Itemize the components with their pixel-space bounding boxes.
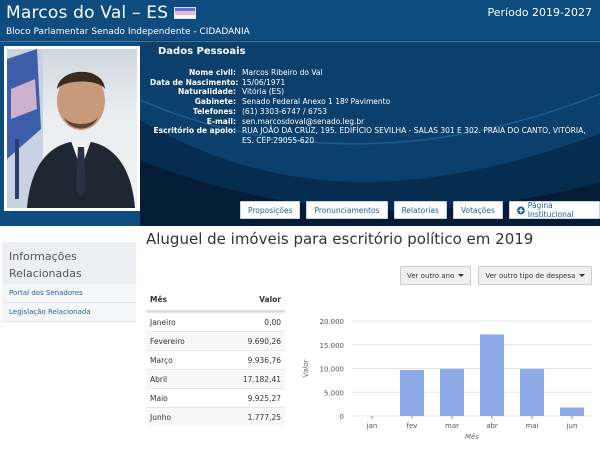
info-label: Naturalidade: — [177, 87, 236, 97]
cell-value: 9.925,27 — [247, 393, 281, 403]
senator-photo — [7, 49, 137, 208]
related-info-sidebar: Informações Relacionadas Portal dos Sena… — [2, 242, 136, 322]
info-value: RUA JOÃO DA CRUZ, 195. EDIFÍCIO SEVILHA … — [242, 126, 586, 145]
chart-x-tick-label: fev — [407, 422, 418, 430]
mandate-period: Período 2019-2027 — [487, 6, 592, 19]
info-row-civil-name: Nome civil: Marcos Ribeiro do Val — [150, 68, 590, 78]
cell-value: 9.690,26 — [247, 336, 281, 346]
info-row-support-office: Escritório de apoio: RUA JOÃO DA CRUZ, 1… — [150, 126, 590, 145]
institutional-page-label: Página Institucional — [527, 201, 574, 219]
personal-data-list: Nome civil: Marcos Ribeiro do Val Data d… — [150, 68, 590, 146]
chart-x-tick-label: mar — [445, 422, 459, 430]
cell-month: Janeiro — [150, 317, 176, 327]
header-value: Valor — [259, 295, 281, 304]
sidebar-links: Portal dos Senadores Legislação Relacion… — [2, 284, 136, 322]
expense-type-dropdown[interactable]: Ver outro tipo de despesa — [478, 266, 593, 285]
info-value: Vitória (ES) — [242, 87, 285, 97]
votacoes-button[interactable]: Votações — [452, 201, 503, 219]
cell-month: Março — [150, 355, 173, 365]
cell-value: 17.182,41 — [242, 374, 281, 384]
info-label: Nome civil: — [189, 68, 236, 77]
cell-value: 0,00 — [264, 317, 281, 327]
chart-y-tick-label: 20.000 — [320, 318, 345, 326]
header-divider — [0, 41, 600, 42]
table-row: Abril 17.182,41 — [146, 369, 285, 388]
info-row-email: E-mail: sen.marcosdoval@senado.leg.br — [150, 117, 590, 127]
proposicoes-button[interactable]: Proposições — [240, 201, 301, 219]
info-value: Senado Federal Anexo 1 18º Pavimento — [242, 97, 391, 107]
info-label: Gabinete: — [194, 97, 236, 107]
chart-bar — [400, 369, 424, 416]
monthly-expense-table: Mês Valor Janeiro 0,00 Fevereiro 9.690,26 … — [146, 292, 285, 426]
cell-month: Abril — [150, 374, 168, 384]
chart-y-tick-label: 0 — [340, 413, 344, 421]
plus-circle-icon — [516, 206, 525, 214]
info-value: (61) 3303-6747 / 6753 — [242, 106, 328, 116]
sidebar-title: Informações Relacionadas — [2, 242, 136, 284]
info-row-birthdate: Data de Nascimento: 15/06/1971 — [150, 78, 590, 88]
state-flag-icon — [174, 7, 197, 19]
relatorias-button[interactable]: Relatorias — [393, 201, 447, 219]
cell-month: Maio — [150, 393, 168, 403]
info-value: 15/06/1971 — [242, 77, 286, 87]
info-label: Data de Nascimento: — [150, 77, 239, 87]
cell-value: 1.777,25 — [247, 412, 281, 422]
table-row: Maio 9.925,27 — [146, 388, 285, 407]
sidebar-item-legislacao[interactable]: Legislação Relacionada — [2, 303, 136, 322]
info-label: Telefones: — [192, 106, 236, 116]
info-row-birthplace: Naturalidade: Vitória (ES) — [150, 87, 590, 97]
filter-dropdowns: Ver outro ano Ver outro tipo de despesa — [400, 266, 593, 285]
personal-data-title: Dados Pessoais — [158, 46, 246, 57]
sidebar-item-portal-senadores[interactable]: Portal dos Senadores — [2, 284, 136, 303]
pronunciamentos-button[interactable]: Pronunciamentos — [306, 201, 388, 219]
table-body: Janeiro 0,00 Fevereiro 9.690,26 Março 9.936… — [146, 312, 285, 426]
cell-month: Junho — [150, 412, 172, 422]
chart-y-axis-title: Valor — [302, 359, 310, 378]
cell-month: Fevereiro — [150, 336, 185, 346]
info-label: E-mail: — [206, 116, 236, 126]
table-row: Março 9.936,76 — [146, 350, 285, 369]
monthly-expense-chart: 0 5.000 10.000 15.000 20.000 jan fev mar abr mai j… — [296, 312, 596, 452]
chart-svg: 0 5.000 10.000 15.000 20.000 jan fev mar abr mai j… — [302, 318, 592, 441]
chart-y-tick-label: 10.000 — [320, 366, 345, 374]
chart-x-tick-label: jun — [566, 422, 578, 430]
chart-x-tick-label: jan — [366, 422, 378, 430]
caret-down-icon — [458, 274, 465, 277]
info-value: Marcos Ribeiro do Val — [242, 68, 323, 77]
chart-y-tick-label: 5.000 — [324, 389, 344, 397]
table-row: Janeiro 0,00 — [146, 312, 285, 331]
cell-value: 9.936,76 — [247, 355, 281, 365]
chart-x-tick-label: mai — [525, 422, 538, 430]
info-label: Escritório de apoio: — [153, 126, 236, 136]
page-title: Aluguel de imóveis para escritório polít… — [146, 230, 534, 248]
chart-bar — [480, 334, 504, 416]
info-row-office: Gabinete: Senado Federal Anexo 1 18º Pav… — [150, 97, 590, 107]
email-link[interactable]: sen.marcosdoval@senado.leg.br — [242, 116, 365, 126]
senator-actions-toolbar: Proposições Pronunciamentos Relatorias V… — [240, 201, 600, 219]
chart-bar — [560, 407, 584, 416]
senator-name: Marcos do Val – ES — [6, 3, 169, 23]
chart-y-tick-label: 15.000 — [320, 342, 345, 350]
year-dropdown[interactable]: Ver outro ano — [400, 266, 472, 285]
table-row: Junho 1.777,25 — [146, 407, 285, 426]
table-header: Mês Valor — [146, 292, 285, 312]
year-dropdown-label: Ver outro ano — [407, 271, 455, 280]
table-row: Fevereiro 9.690,26 — [146, 331, 285, 350]
senator-header: Marcos do Val – ES Período 2019-2027 Blo… — [0, 0, 600, 226]
chart-bar — [440, 368, 464, 416]
expense-type-dropdown-label: Ver outro tipo de despesa — [485, 271, 576, 280]
senator-name-title: Marcos do Val – ES — [6, 3, 197, 23]
senator-photo-frame — [4, 46, 140, 211]
header-month: Mês — [150, 295, 168, 304]
chart-bar — [520, 368, 544, 416]
chart-x-axis-title: Mês — [465, 433, 479, 441]
chart-x-tick-label: abr — [486, 422, 498, 430]
info-row-phones: Telefones: (61) 3303-6747 / 6753 — [150, 107, 590, 117]
institutional-page-button[interactable]: Página Institucional — [508, 201, 600, 219]
caret-down-icon — [579, 274, 586, 277]
party-bloc: Bloco Parlamentar Senado Independente - … — [6, 27, 250, 37]
